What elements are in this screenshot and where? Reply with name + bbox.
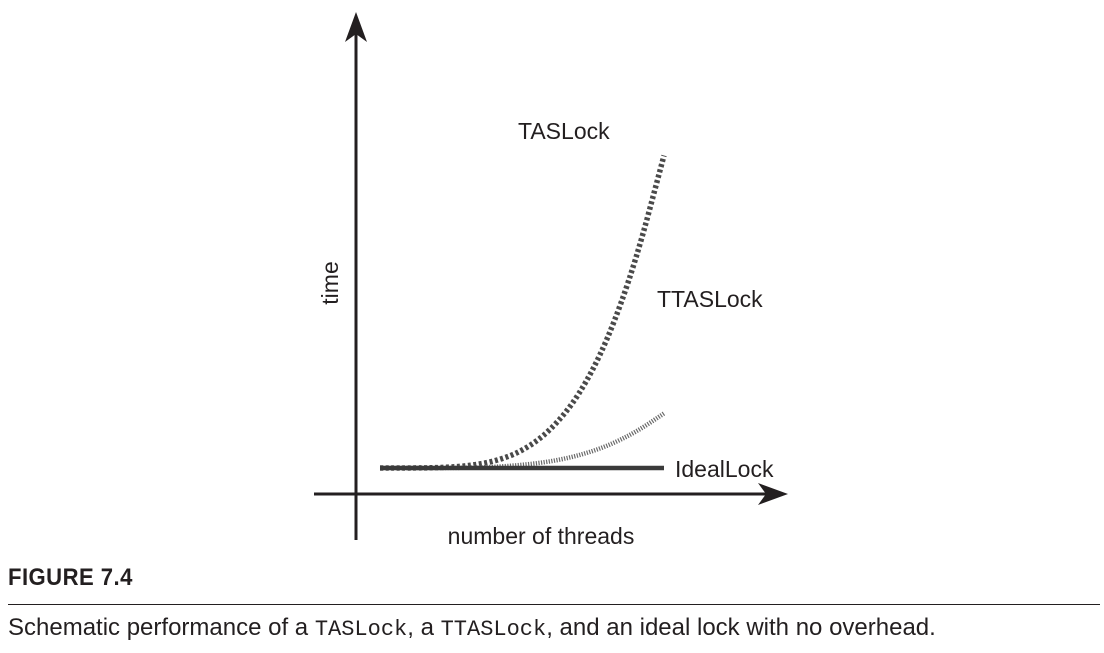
series-line-taslock bbox=[379, 154, 667, 471]
series-label-ttaslock: TTASLock bbox=[657, 286, 763, 312]
caption-text: , a bbox=[407, 614, 441, 641]
caption-divider bbox=[8, 604, 1100, 605]
performance-chart: time number of threads TASLock TTASLock … bbox=[314, 12, 788, 549]
figure-label: FIGURE 7.4 bbox=[8, 564, 133, 591]
series-label-taslock: TASLock bbox=[518, 118, 610, 144]
series-label-ideallock: IdealLock bbox=[675, 456, 774, 482]
y-axis-arrowhead bbox=[345, 12, 367, 42]
caption-code-taslock: TASLock bbox=[314, 617, 408, 642]
x-axis-label: number of threads bbox=[448, 523, 635, 549]
y-axis-label: time bbox=[317, 261, 343, 304]
figure-caption: Schematic performance of a TASLock, a TT… bbox=[8, 614, 936, 642]
x-axis-arrowhead bbox=[758, 483, 788, 505]
caption-text: , and an ideal lock with no overhead. bbox=[546, 614, 936, 641]
caption-code-ttaslock: TTASLock bbox=[440, 617, 547, 642]
series-layer bbox=[379, 154, 667, 471]
series-line-ttaslock bbox=[380, 411, 666, 471]
caption-text: Schematic performance of a bbox=[8, 614, 315, 641]
